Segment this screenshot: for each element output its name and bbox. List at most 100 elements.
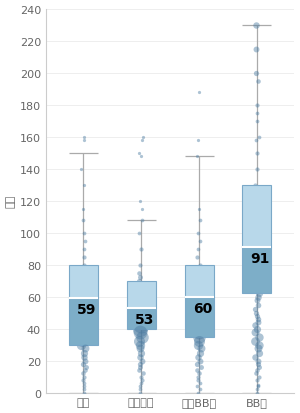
- Point: [256, 333, 261, 340]
- Point: [197, 294, 202, 300]
- Point: [138, 198, 142, 204]
- Point: [139, 153, 144, 160]
- Point: [196, 301, 201, 308]
- Point: [81, 290, 86, 297]
- Point: [257, 285, 262, 292]
- Point: [197, 278, 202, 284]
- Point: [256, 270, 260, 276]
- Point: [82, 182, 87, 188]
- Point: [198, 290, 203, 297]
- Point: [253, 329, 258, 335]
- Point: [81, 285, 85, 292]
- Point: [255, 383, 260, 389]
- Point: [82, 137, 87, 144]
- Point: [197, 370, 202, 377]
- Point: [253, 322, 257, 329]
- Point: [82, 325, 87, 332]
- Point: [252, 244, 257, 251]
- Point: [196, 377, 200, 383]
- Point: [82, 357, 87, 364]
- Point: [256, 364, 261, 370]
- Point: [254, 297, 259, 304]
- Point: [254, 377, 259, 383]
- Text: 91: 91: [250, 252, 270, 266]
- Point: [197, 333, 202, 340]
- Bar: [127, 281, 156, 308]
- Point: [197, 261, 202, 268]
- Point: [137, 270, 142, 276]
- Bar: [69, 265, 98, 299]
- Point: [255, 325, 260, 332]
- Point: [253, 306, 257, 313]
- Point: [137, 338, 142, 345]
- Point: [82, 230, 87, 236]
- Point: [255, 386, 260, 393]
- Point: [198, 316, 203, 323]
- Point: [79, 306, 84, 313]
- Point: [141, 297, 146, 304]
- Point: [138, 344, 142, 351]
- Bar: [184, 297, 214, 337]
- Point: [196, 389, 201, 396]
- Point: [83, 344, 88, 351]
- Point: [140, 217, 145, 223]
- Point: [82, 246, 86, 252]
- Point: [196, 354, 200, 361]
- Point: [82, 254, 86, 260]
- Point: [194, 367, 199, 374]
- Point: [256, 78, 260, 85]
- Point: [256, 349, 261, 356]
- Point: [82, 329, 87, 335]
- Point: [137, 386, 142, 393]
- Bar: [69, 299, 98, 345]
- Point: [80, 217, 85, 223]
- Point: [195, 325, 200, 332]
- Point: [83, 364, 88, 370]
- Point: [198, 364, 203, 370]
- Point: [252, 254, 257, 260]
- Point: [137, 367, 142, 374]
- Point: [256, 294, 260, 300]
- Point: [195, 383, 200, 389]
- Point: [196, 230, 200, 236]
- Point: [79, 265, 84, 271]
- Point: [81, 354, 86, 361]
- Bar: [242, 185, 271, 247]
- Point: [255, 166, 260, 173]
- Point: [253, 338, 258, 345]
- Point: [256, 344, 260, 351]
- Point: [253, 137, 258, 144]
- Point: [137, 342, 142, 348]
- Point: [138, 354, 142, 361]
- Point: [199, 322, 203, 329]
- Point: [257, 342, 262, 348]
- Point: [255, 118, 260, 125]
- Point: [138, 383, 143, 389]
- Point: [139, 349, 143, 356]
- Point: [82, 134, 87, 140]
- Point: [254, 367, 259, 374]
- Point: [198, 297, 203, 304]
- Point: [256, 134, 261, 140]
- Point: [81, 389, 86, 396]
- Point: [197, 217, 202, 223]
- Point: [138, 246, 143, 252]
- Point: [82, 278, 87, 284]
- Point: [82, 261, 86, 268]
- Point: [255, 313, 260, 319]
- Point: [137, 230, 142, 236]
- Point: [194, 254, 199, 260]
- Point: [197, 285, 202, 292]
- Point: [141, 134, 146, 140]
- Point: [197, 238, 202, 244]
- Point: [198, 380, 203, 386]
- Point: [137, 309, 142, 316]
- Point: [139, 206, 144, 212]
- Point: [256, 361, 261, 367]
- Point: [82, 316, 87, 323]
- Point: [79, 166, 84, 173]
- Point: [83, 367, 88, 374]
- Point: [199, 274, 204, 281]
- Point: [137, 364, 142, 370]
- Point: [256, 238, 261, 244]
